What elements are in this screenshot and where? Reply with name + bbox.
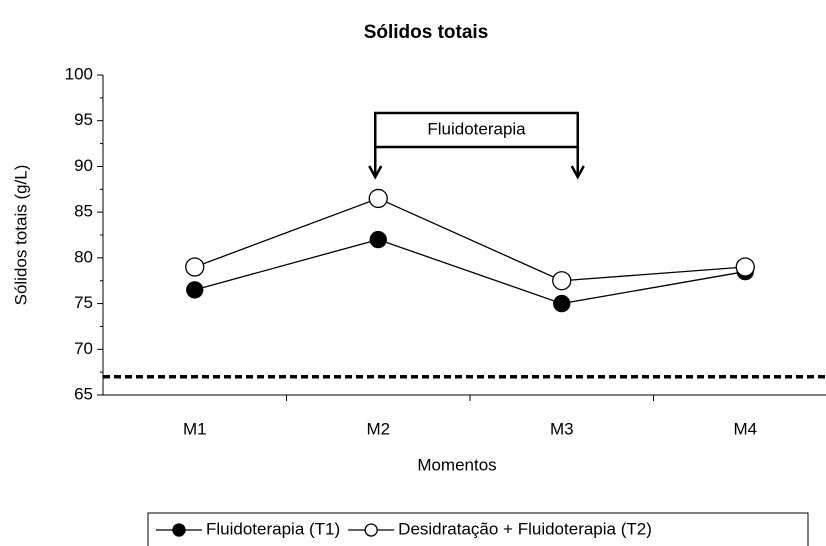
x-tick-label: M4 (733, 419, 757, 438)
x-tick-label: M1 (183, 419, 207, 438)
x-tick-label: M2 (366, 419, 390, 438)
x-tick-label: M3 (550, 419, 574, 438)
series-line (194, 238, 746, 305)
series-line (194, 197, 746, 282)
legend-marker (172, 523, 186, 537)
legend-marker (364, 523, 378, 537)
y-axis-label: Sólidos totais (g/L) (11, 165, 30, 306)
data-point (552, 271, 572, 291)
legend-label: Desidratação + Fluidoterapia (T2) (398, 519, 652, 538)
y-tick-label: 75 (74, 293, 93, 312)
y-tick-label: 85 (74, 202, 93, 221)
legend-box (147, 512, 809, 546)
data-point (368, 188, 388, 209)
y-tick-label: 100 (65, 64, 93, 83)
y-tick-label: 70 (74, 339, 93, 358)
annotation-arrow (570, 165, 585, 180)
y-tick-label: 90 (74, 156, 93, 175)
data-point (185, 257, 205, 277)
y-tick-label: 80 (74, 247, 93, 266)
legend-label: Fluidoterapia (T1) (206, 519, 340, 538)
chart-title: Sólidos totais (364, 22, 489, 43)
annotation-arrow (368, 165, 383, 180)
data-point (553, 294, 571, 313)
data-point (186, 281, 204, 299)
x-axis-label: Momentos (417, 455, 496, 474)
annotation-bracket (374, 111, 579, 175)
data-point (369, 230, 387, 249)
y-tick-label: 95 (74, 110, 93, 129)
annotation-text: Fluidoterapia (427, 119, 526, 138)
y-tick-label: 65 (74, 384, 93, 403)
data-point (735, 257, 755, 277)
